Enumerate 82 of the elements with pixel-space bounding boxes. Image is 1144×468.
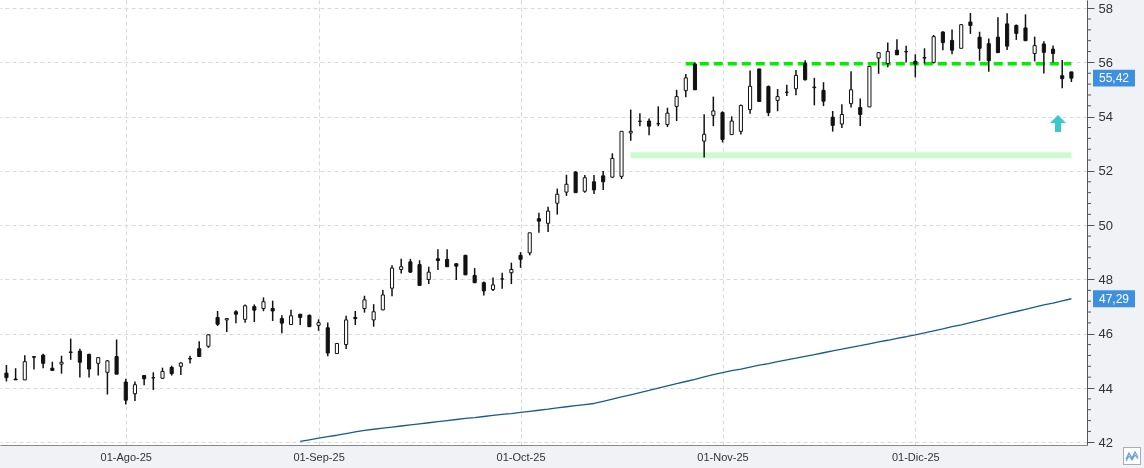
candlestick bbox=[839, 103, 844, 129]
candlestick bbox=[123, 378, 128, 406]
candlestick bbox=[748, 69, 753, 115]
candlestick bbox=[389, 264, 395, 298]
x-tick-label: 01-Sep-25 bbox=[293, 450, 345, 463]
candlestick bbox=[775, 88, 780, 112]
candlestick bbox=[509, 261, 514, 285]
candlestick bbox=[435, 248, 440, 271]
candlestick bbox=[536, 211, 541, 234]
candlestick bbox=[876, 51, 881, 75]
candlestick bbox=[628, 108, 633, 142]
candlestick bbox=[894, 38, 900, 56]
candlestick bbox=[904, 45, 909, 64]
candlestick bbox=[959, 23, 964, 50]
candlestick bbox=[711, 95, 716, 127]
candlestick bbox=[968, 12, 973, 35]
candlestick bbox=[995, 16, 1001, 54]
candlestick bbox=[830, 110, 835, 133]
candlestick bbox=[793, 69, 799, 96]
candlestick bbox=[665, 106, 670, 128]
line-series bbox=[299, 298, 1073, 443]
candlestick bbox=[803, 59, 808, 82]
y-tick-label: 44 bbox=[1098, 380, 1113, 396]
candlestick bbox=[858, 97, 863, 127]
candlestick bbox=[114, 338, 119, 375]
candlestick bbox=[399, 258, 404, 275]
candlestick bbox=[949, 28, 955, 56]
candlestick bbox=[96, 356, 101, 377]
y-tick-label: 46 bbox=[1098, 326, 1113, 342]
candlestick bbox=[885, 41, 890, 69]
candlestick bbox=[68, 337, 73, 361]
candlestick bbox=[1032, 35, 1037, 63]
candlestick bbox=[683, 73, 688, 98]
candlestick bbox=[848, 70, 854, 109]
candlestick bbox=[1060, 59, 1065, 89]
candlestick bbox=[224, 317, 229, 333]
candlestick bbox=[233, 309, 239, 324]
x-tick-label: 01-Nov-25 bbox=[697, 450, 749, 463]
candlestick bbox=[527, 232, 532, 257]
candlestick bbox=[573, 170, 578, 194]
candlestick bbox=[591, 174, 597, 195]
candlestick bbox=[1041, 40, 1046, 75]
candlestick bbox=[187, 354, 193, 365]
candlestick bbox=[610, 152, 615, 179]
y-tick-label: 56 bbox=[1098, 54, 1113, 70]
candlestick bbox=[31, 355, 37, 371]
text: 55,42 bbox=[1098, 71, 1130, 86]
candlestick bbox=[500, 271, 505, 290]
candlestick bbox=[1023, 13, 1028, 42]
candlestick bbox=[380, 289, 385, 311]
candlestick bbox=[270, 299, 275, 322]
candlestick bbox=[77, 347, 82, 379]
candlestick bbox=[977, 31, 982, 62]
candlestick bbox=[729, 115, 734, 136]
candlestick bbox=[371, 303, 376, 328]
candlestick bbox=[243, 303, 248, 324]
candlestick bbox=[821, 81, 826, 107]
x-tick-label: 01-Ago-25 bbox=[100, 450, 152, 463]
candlestick bbox=[1005, 12, 1010, 51]
candlestick bbox=[546, 206, 551, 233]
text: 47,29 bbox=[1098, 291, 1130, 306]
candlestick bbox=[986, 37, 991, 73]
y-tick-label: 54 bbox=[1098, 109, 1113, 125]
candlestick bbox=[105, 359, 110, 396]
candlestick bbox=[812, 77, 817, 107]
candlestick bbox=[913, 53, 918, 79]
candlestick bbox=[702, 113, 707, 159]
candlestick bbox=[601, 170, 606, 191]
x-tick-label: 01-Oct-25 bbox=[496, 450, 546, 463]
candlestick bbox=[417, 259, 422, 287]
candlestick bbox=[674, 89, 679, 122]
candlestick bbox=[940, 30, 945, 51]
candlestick bbox=[132, 380, 138, 402]
y-tick-label: 52 bbox=[1098, 163, 1113, 179]
y-tick-label: 48 bbox=[1098, 271, 1113, 287]
x-tick-label: 01-Dic-25 bbox=[891, 450, 940, 463]
y-tick-label: 58 bbox=[1098, 0, 1113, 16]
candlestick bbox=[555, 187, 560, 216]
y-tick-label: 50 bbox=[1098, 217, 1113, 233]
candlestick bbox=[564, 173, 569, 197]
candlestick bbox=[22, 354, 27, 381]
y-tick-label: 42 bbox=[1098, 434, 1113, 450]
